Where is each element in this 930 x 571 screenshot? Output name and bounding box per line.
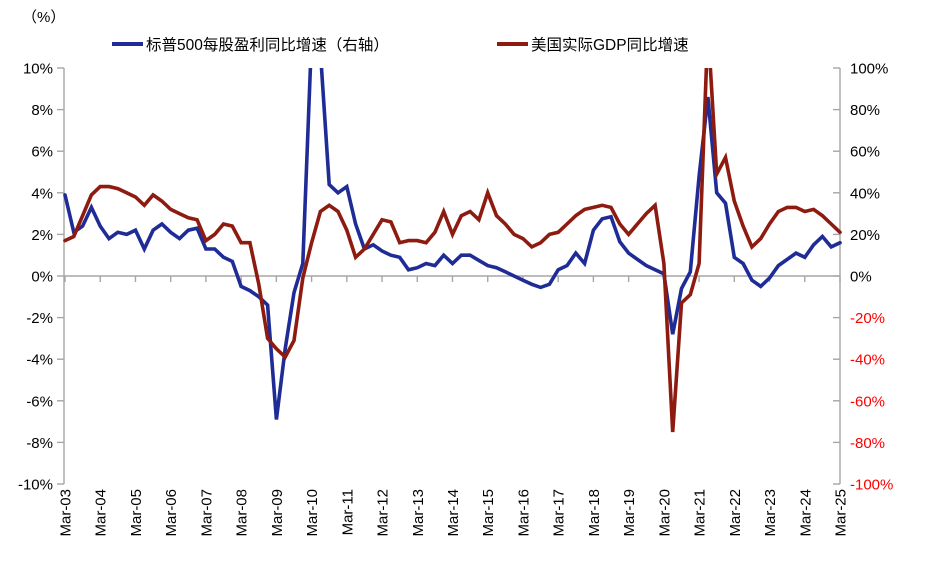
left-axis-tick-label: -10% — [18, 477, 53, 494]
x-axis-tick-label: Mar-14 — [445, 489, 462, 537]
legend-item-eps: 标普500每股盈利同比增速（右轴） — [112, 33, 389, 55]
right-axis-tick-label: 80% — [850, 102, 880, 119]
x-axis-tick-label: Mar-17 — [551, 489, 568, 537]
right-axis-tick-label: -20% — [850, 310, 885, 327]
left-axis-tick-label: 6% — [31, 144, 53, 161]
x-axis-tick-label: Mar-16 — [515, 489, 532, 537]
left-axis-tick-label: -8% — [26, 435, 53, 452]
left-axis-tick-label: -2% — [26, 310, 53, 327]
x-axis-tick-label: Mar-19 — [621, 489, 638, 537]
axis-unit-label: （%） — [22, 9, 66, 26]
right-axis-tick-label: -80% — [850, 435, 885, 452]
x-axis-tick-label: Mar-23 — [762, 489, 779, 537]
right-axis-tick-label: 60% — [850, 144, 880, 161]
left-axis-tick-label: -4% — [26, 352, 53, 369]
x-axis-tick-label: Mar-15 — [480, 489, 497, 537]
right-axis-tick-label: -60% — [850, 393, 885, 410]
x-axis-tick-label: Mar-09 — [269, 489, 286, 537]
right-axis-tick-label: 20% — [850, 227, 880, 244]
x-axis-tick-label: Mar-11 — [339, 489, 356, 535]
x-axis-tick-label: Mar-10 — [304, 489, 321, 537]
left-axis-tick-label: 10% — [23, 61, 53, 78]
eps-line — [63, 68, 842, 420]
x-axis-tick-label: Mar-20 — [656, 489, 673, 537]
eps-legend-label: 标普500每股盈利同比增速（右轴） — [146, 37, 389, 54]
x-axis-tick-label: Mar-21 — [692, 489, 709, 537]
legend: 标普500每股盈利同比增速（右轴） 美国实际GDP同比增速 — [0, 33, 930, 55]
x-axis-tick-label: Mar-07 — [198, 489, 215, 537]
x-axis-tick-label: Mar-25 — [833, 489, 850, 537]
x-axis-tick-label: Mar-12 — [375, 489, 392, 537]
right-axis-tick-label: 40% — [850, 185, 880, 202]
left-axis-tick-label: 2% — [31, 227, 53, 244]
right-axis-tick-label: -100% — [850, 477, 893, 494]
gdp-legend-swatch-icon — [497, 42, 528, 46]
x-axis-tick-label: Mar-05 — [128, 489, 145, 537]
x-axis-tick-label: Mar-22 — [727, 489, 744, 537]
left-axis-tick-label: 8% — [31, 102, 53, 119]
gdp-line — [63, 68, 842, 433]
x-axis-tick-label: Mar-08 — [234, 489, 251, 537]
legend-item-gdp: 美国实际GDP同比增速 — [497, 33, 689, 55]
left-axis-tick-label: -6% — [26, 393, 53, 410]
x-axis-tick-label: Mar-24 — [797, 489, 814, 537]
eps-legend-swatch-icon — [112, 42, 143, 46]
x-axis-tick-label: Mar-04 — [93, 489, 110, 537]
x-axis-tick-label: Mar-03 — [58, 489, 75, 537]
left-axis-tick-label: 0% — [31, 269, 53, 286]
left-axis-tick-label: 4% — [31, 185, 53, 202]
right-axis-tick-label: -40% — [850, 352, 885, 369]
x-axis-tick-label: Mar-18 — [586, 489, 603, 537]
x-axis-tick-label: Mar-06 — [163, 489, 180, 537]
right-axis-tick-label: 100% — [850, 61, 888, 78]
x-axis-tick-label: Mar-13 — [410, 489, 427, 537]
right-axis-tick-label: 0% — [850, 269, 872, 286]
gdp-legend-label: 美国实际GDP同比增速 — [531, 37, 689, 54]
